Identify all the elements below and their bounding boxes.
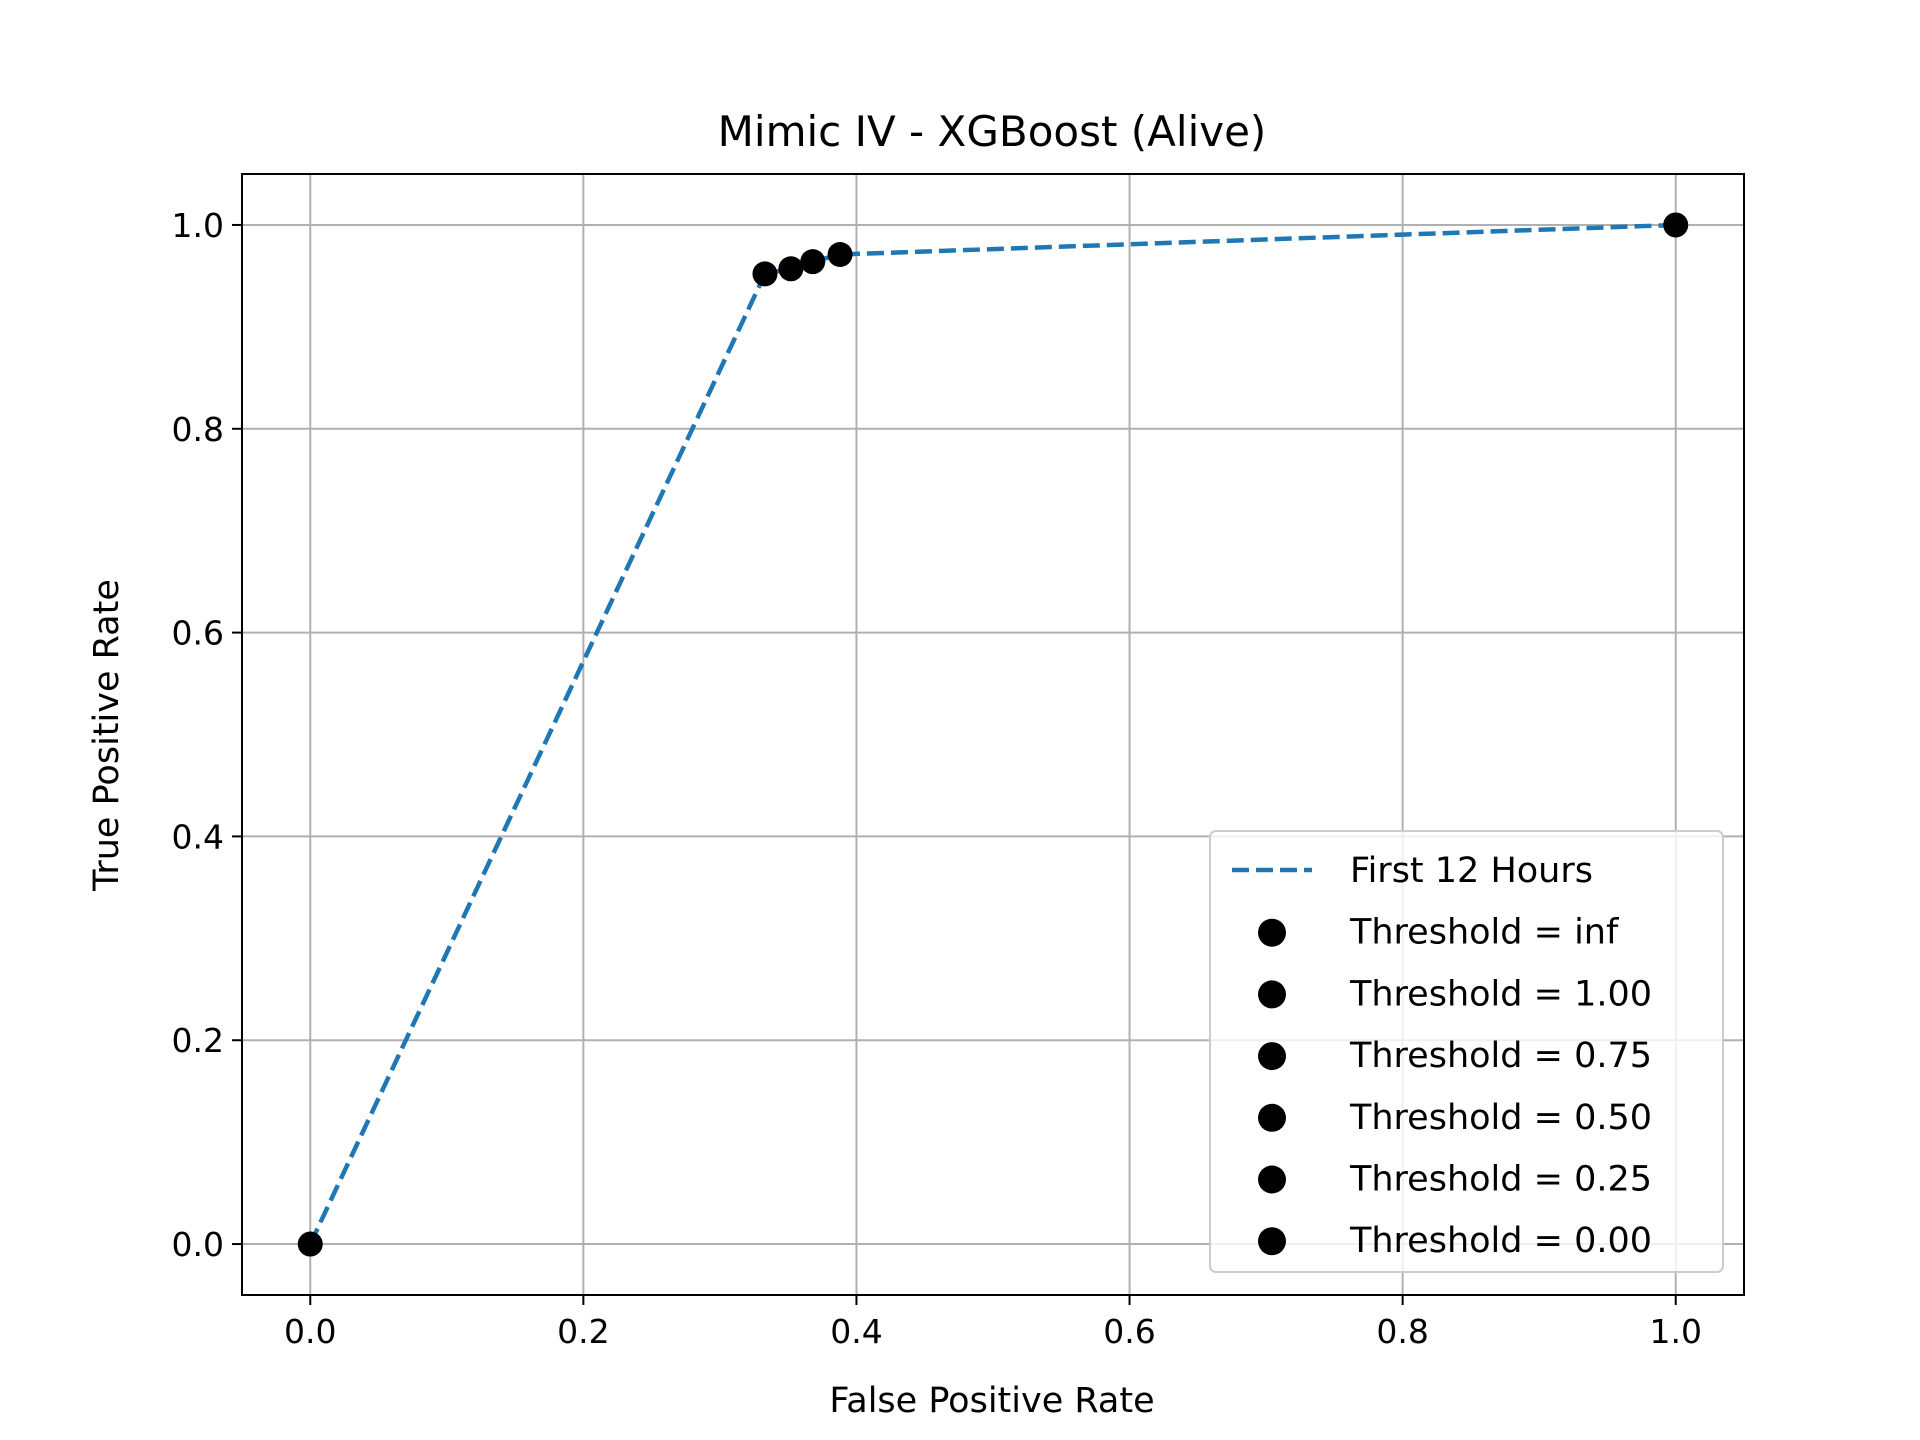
x-tick-label-5: 1.0 bbox=[1649, 1312, 1701, 1351]
legend-swatch-point-1 bbox=[1258, 980, 1286, 1009]
legend-swatch-point-5 bbox=[1258, 1227, 1286, 1256]
threshold-point-3 bbox=[800, 249, 826, 275]
legend-items: First 12 Hours Threshold = inf Threshold =… bbox=[1232, 851, 1652, 1261]
legend-swatch-point-3 bbox=[1258, 1103, 1286, 1132]
legend-swatch-point-4 bbox=[1258, 1165, 1286, 1194]
threshold-point-1 bbox=[752, 261, 778, 287]
threshold-point-4 bbox=[827, 242, 853, 268]
x-tick-label-2: 0.4 bbox=[830, 1312, 882, 1351]
legend-box bbox=[1209, 830, 1724, 1273]
threshold-point-0 bbox=[297, 1231, 323, 1257]
y-axis-ticks: 0.0 0.2 0.4 0.6 0.8 1.0 bbox=[172, 206, 242, 1264]
x-tick-label-3: 0.6 bbox=[1103, 1312, 1155, 1351]
plot-frame bbox=[241, 173, 1745, 1296]
y-tick-label-4: 0.8 bbox=[172, 410, 224, 449]
threshold-points-layer bbox=[297, 212, 1689, 1257]
legend-label-point-1: Threshold = 1.00 bbox=[1349, 974, 1652, 1014]
legend-label-point-4: Threshold = 0.25 bbox=[1349, 1160, 1652, 1200]
x-tick-label-1: 0.2 bbox=[557, 1312, 609, 1351]
x-tick-label-0: 0.0 bbox=[284, 1312, 336, 1351]
x-axis-ticks: 0.0 0.2 0.4 0.6 0.8 1.0 bbox=[284, 1295, 1702, 1351]
legend-swatch-point-2 bbox=[1258, 1042, 1286, 1071]
legend-label-series-0: First 12 Hours bbox=[1350, 851, 1593, 891]
y-tick-label-2: 0.4 bbox=[172, 817, 224, 856]
legend-label-point-3: Threshold = 0.50 bbox=[1349, 1098, 1652, 1138]
grid-lines bbox=[242, 174, 1744, 1295]
legend-label-point-0: Threshold = inf bbox=[1349, 913, 1619, 953]
threshold-point-5 bbox=[1663, 212, 1689, 238]
y-tick-label-1: 0.2 bbox=[172, 1021, 224, 1060]
y-tick-label-5: 1.0 bbox=[172, 206, 224, 245]
x-axis-title: False Positive Rate bbox=[829, 1381, 1154, 1421]
threshold-point-2 bbox=[778, 256, 804, 282]
legend-swatch-point-0 bbox=[1258, 918, 1286, 947]
y-tick-label-0: 0.0 bbox=[172, 1225, 224, 1264]
y-axis-title: True Positive Rate bbox=[87, 579, 127, 892]
legend-label-point-5: Threshold = 0.00 bbox=[1349, 1221, 1652, 1261]
y-tick-label-3: 0.6 bbox=[172, 614, 224, 653]
legend-label-point-2: Threshold = 0.75 bbox=[1349, 1036, 1652, 1076]
x-tick-label-4: 0.8 bbox=[1376, 1312, 1428, 1351]
chart-title: Mimic IV - XGBoost (Alive) bbox=[718, 107, 1267, 156]
legend: First 12 Hours Threshold = inf Threshold =… bbox=[1209, 830, 1724, 1273]
